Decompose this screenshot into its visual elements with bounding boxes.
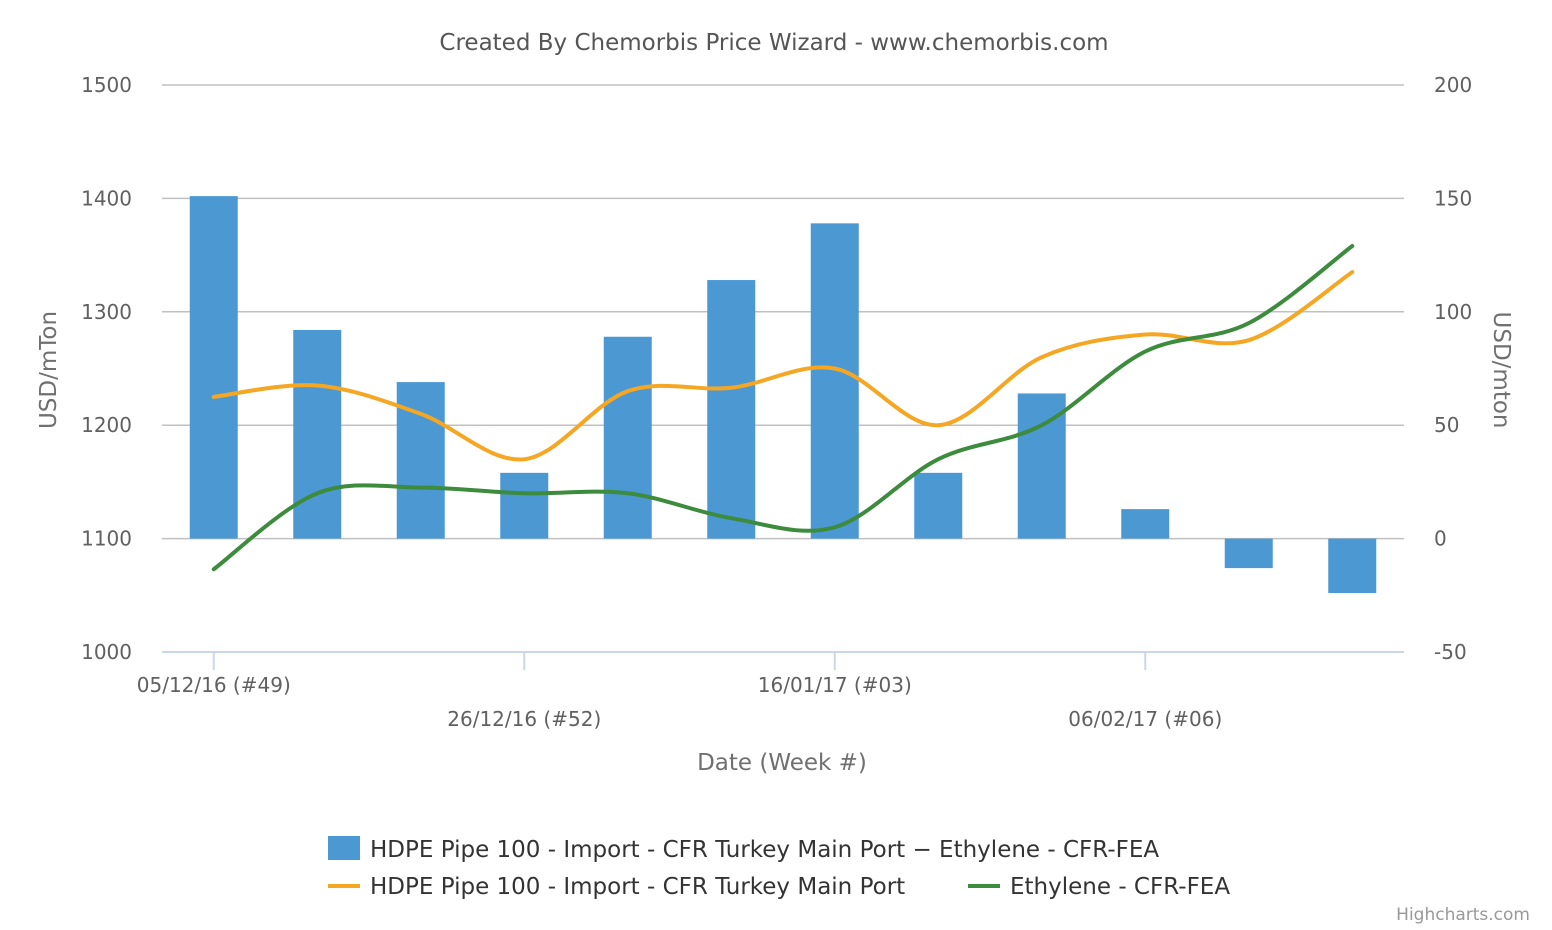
bar[interactable] <box>603 336 652 539</box>
legend-swatch-spread <box>328 836 360 860</box>
y-left-tick-label: 1300 <box>81 300 132 324</box>
y-axis-right-title: USD/mton <box>1488 312 1514 429</box>
y-left-tick-label: 1200 <box>81 413 132 437</box>
bar[interactable] <box>914 472 963 539</box>
grid-lines <box>162 84 1404 653</box>
credits-link[interactable]: Highcharts.com <box>1396 905 1530 925</box>
line-series <box>211 244 1355 572</box>
legend-label-hdpe: HDPE Pipe 100 - Import - CFR Turkey Main… <box>370 874 905 900</box>
legend-label-ethylene: Ethylene - CFR-FEA <box>1010 874 1230 900</box>
x-tick-label: 05/12/16 (#49) <box>137 673 291 697</box>
y-right-tick-label: -50 <box>1434 640 1467 664</box>
y-right-tick-label: 200 <box>1434 73 1472 97</box>
bar[interactable] <box>1121 509 1170 539</box>
x-tick-label: 06/02/17 (#06) <box>1068 707 1222 731</box>
bar[interactable] <box>293 329 342 539</box>
x-tick-label: 16/01/17 (#03) <box>758 673 912 697</box>
legend-label-spread: HDPE Pipe 100 - Import - CFR Turkey Main… <box>370 837 1159 863</box>
bar[interactable] <box>1224 538 1273 569</box>
legend: HDPE Pipe 100 - Import - CFR Turkey Main… <box>328 836 1230 900</box>
y-left-tick-label: 1400 <box>81 186 132 210</box>
legend-item-hdpe[interactable]: HDPE Pipe 100 - Import - CFR Turkey Main… <box>328 874 905 900</box>
y-right-tick-label: 100 <box>1434 300 1472 324</box>
y-axis-left-title: USD/mTon <box>36 311 62 429</box>
bar[interactable] <box>500 472 549 539</box>
line-ethylene[interactable] <box>211 244 1355 572</box>
y-right-tick-label: 150 <box>1434 186 1472 210</box>
y-right-tick-label: 50 <box>1434 413 1459 437</box>
left-axis-ticks: 1000 1100 1200 1300 1400 1500 <box>81 73 132 664</box>
y-left-tick-label: 1000 <box>81 640 132 664</box>
x-tick-label: 26/12/16 (#52) <box>447 707 601 731</box>
y-left-tick-label: 1100 <box>81 527 132 551</box>
y-right-tick-label: 0 <box>1434 527 1447 551</box>
bar[interactable] <box>810 223 859 539</box>
chart-title: Created By Chemorbis Price Wizard - www.… <box>439 30 1108 56</box>
bar[interactable] <box>1328 538 1377 594</box>
line-hdpe[interactable] <box>211 270 1355 462</box>
y-left-tick-label: 1500 <box>81 73 132 97</box>
bar[interactable] <box>189 196 238 539</box>
bar-series <box>189 196 1377 594</box>
bar[interactable] <box>707 280 756 539</box>
bar[interactable] <box>396 382 445 539</box>
legend-item-spread[interactable]: HDPE Pipe 100 - Import - CFR Turkey Main… <box>328 836 1159 863</box>
x-axis: 05/12/16 (#49) 26/12/16 (#52) 16/01/17 (#0… <box>137 652 1222 731</box>
right-axis-ticks: -50 0 50 100 150 200 <box>1434 73 1472 664</box>
x-axis-title: Date (Week #) <box>697 750 867 776</box>
legend-item-ethylene[interactable]: Ethylene - CFR-FEA <box>968 874 1230 900</box>
